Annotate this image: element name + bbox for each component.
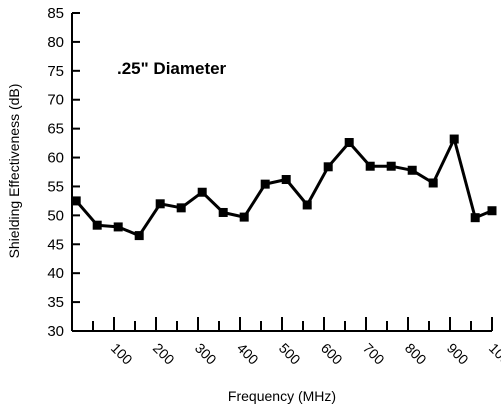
data-point	[71, 196, 81, 206]
y-axis-title: Shielding Effectiveness (dB)	[6, 84, 22, 259]
x-tick-label: 600	[318, 340, 346, 368]
x-tick-label: 700	[360, 340, 388, 368]
y-tick-label: 85	[47, 5, 64, 22]
x-tick-label: 800	[402, 340, 430, 368]
y-tick-label: 55	[47, 178, 64, 195]
y-tick-label: 35	[47, 294, 64, 311]
data-points	[71, 134, 497, 241]
chart-annotation: .25" Diameter	[117, 59, 227, 78]
data-point	[386, 161, 396, 171]
data-point	[365, 161, 375, 171]
data-point	[113, 222, 123, 232]
data-point	[302, 200, 312, 210]
data-point	[428, 178, 438, 188]
x-tick-label: 400	[234, 340, 262, 368]
x-tick-label: 300	[192, 340, 220, 368]
y-tick-label: 45	[47, 236, 64, 253]
data-point	[344, 138, 354, 148]
x-tick-label: 100	[108, 340, 136, 368]
data-point	[218, 207, 228, 217]
x-axis-title: Frequency (MHz)	[228, 388, 336, 404]
x-tick-label: 200	[150, 340, 178, 368]
y-tick-label: 70	[47, 92, 64, 109]
data-point	[260, 179, 270, 189]
data-point	[323, 162, 333, 172]
x-ticks: 100 200 300 400 500 600 700 800 900 1000	[92, 317, 501, 373]
y-tick-label: 75	[47, 63, 64, 80]
y-tick-label: 50	[47, 207, 64, 224]
data-point	[487, 206, 497, 216]
data-point	[281, 175, 291, 185]
y-tick-label: 60	[47, 150, 64, 167]
data-point	[407, 165, 417, 175]
y-tick-label: 40	[47, 265, 64, 282]
y-tick-label: 30	[47, 323, 64, 340]
x-tick-label: 900	[444, 340, 472, 368]
data-point	[155, 199, 165, 209]
y-ticks: 30 35 40 45 50 55 60 65 70 75 80 85	[47, 5, 80, 340]
y-tick-label: 80	[47, 34, 64, 51]
data-point	[239, 212, 249, 222]
data-point	[176, 203, 186, 213]
x-tick-label: 1000	[486, 340, 501, 373]
data-point	[449, 134, 459, 144]
x-tick-label: 500	[276, 340, 304, 368]
data-point	[470, 213, 480, 223]
data-point	[134, 231, 144, 241]
data-point	[92, 220, 102, 230]
y-tick-label: 65	[47, 121, 64, 138]
data-point	[197, 187, 207, 197]
